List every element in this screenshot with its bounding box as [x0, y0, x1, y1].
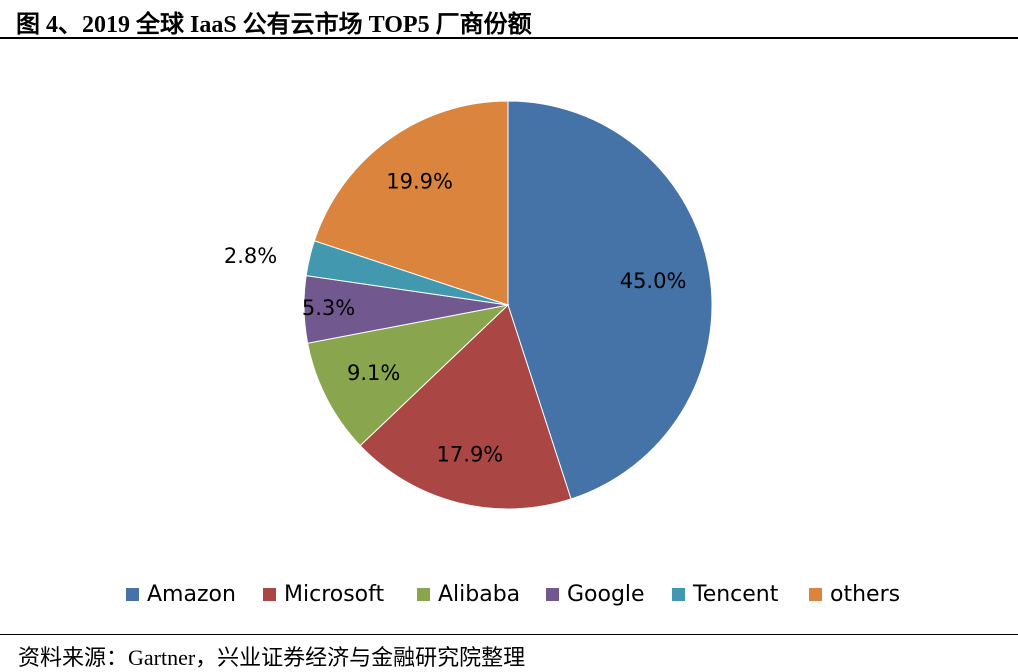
legend-label-tencent: Tencent: [692, 582, 779, 607]
pie-slice-amazon: [507, 100, 713, 500]
legend-swatch-alibaba: [417, 588, 430, 601]
data-label-microsoft: 17.9%: [437, 442, 504, 466]
legend-label-alibaba: Alibaba: [438, 582, 520, 607]
pie-slice-microsoft: [359, 304, 572, 510]
legend-swatch-amazon: [126, 588, 139, 601]
legend-swatch-google: [546, 588, 559, 601]
legend-swatch-others: [809, 588, 822, 601]
data-label-alibaba: 9.1%: [347, 361, 400, 385]
bottom-rule: [0, 634, 1018, 635]
figure-title: 图 4、2019 全球 IaaS 公有云市场 TOP5 厂商份额: [16, 12, 532, 38]
pie-slice-others: [313, 100, 509, 306]
data-label-amazon: 45.0%: [620, 269, 687, 293]
data-label-tencent: 2.8%: [224, 244, 277, 268]
pie-slice-alibaba: [307, 304, 510, 447]
data-label-others: 19.9%: [386, 170, 453, 194]
legend: Amazon Microsoft Alibaba Google Tencent other…: [126, 582, 900, 607]
legend-swatch-tencent: [672, 588, 685, 601]
legend-swatch-microsoft: [263, 588, 276, 601]
legend-label-microsoft: Microsoft: [284, 582, 384, 607]
legend-label-others: others: [830, 582, 900, 607]
pie-chart: 45.0% 17.9% 9.1% 5.3% 2.8% 19.9% Amazon Micros…: [126, 100, 900, 607]
source-note: 资料来源：Gartner，兴业证券经济与金融研究院整理: [18, 645, 526, 670]
top-rule: [0, 37, 1018, 39]
pie-slices: [303, 100, 713, 510]
legend-label-amazon: Amazon: [147, 582, 236, 607]
data-labels: 45.0% 17.9% 9.1% 5.3% 2.8% 19.9%: [224, 170, 687, 467]
data-label-google: 5.3%: [302, 296, 355, 320]
legend-label-google: Google: [567, 582, 645, 607]
